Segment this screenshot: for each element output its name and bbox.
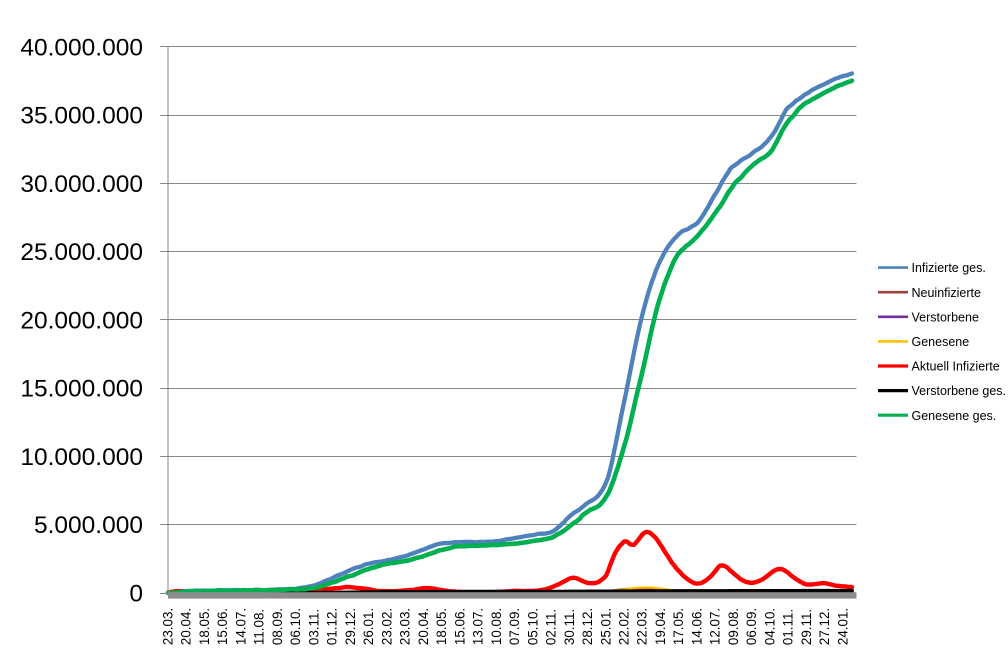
- svg-text:08.09.: 08.09.: [270, 608, 285, 645]
- svg-text:0: 0: [129, 581, 143, 608]
- svg-text:06.10.: 06.10.: [288, 608, 303, 645]
- svg-text:29.11.: 29.11.: [799, 609, 814, 645]
- svg-text:17.05.: 17.05.: [671, 608, 686, 645]
- svg-text:09.08.: 09.08.: [726, 608, 741, 645]
- svg-text:18.05.: 18.05.: [197, 608, 212, 645]
- svg-text:15.000.000: 15.000.000: [20, 376, 143, 403]
- svg-text:02.11.: 02.11.: [544, 609, 559, 645]
- svg-text:Infizierte ges.: Infizierte ges.: [912, 261, 986, 275]
- svg-text:20.04.: 20.04.: [416, 608, 431, 645]
- svg-text:24.01.: 24.01.: [835, 608, 850, 645]
- svg-text:06.09.: 06.09.: [744, 608, 759, 645]
- svg-text:05.10.: 05.10.: [525, 608, 540, 645]
- svg-text:23.03.: 23.03.: [398, 608, 413, 645]
- svg-text:27.12.: 27.12.: [817, 608, 832, 645]
- svg-text:03.11.: 03.11.: [306, 609, 321, 645]
- svg-text:35.000.000: 35.000.000: [20, 103, 143, 130]
- svg-text:25.000.000: 25.000.000: [20, 239, 143, 266]
- svg-text:Verstorbene: Verstorbene: [912, 310, 979, 324]
- svg-text:Verstorbene ges.: Verstorbene ges.: [912, 384, 1007, 398]
- svg-text:40.000.000: 40.000.000: [20, 34, 143, 61]
- svg-text:01.11.: 01.11.: [781, 609, 796, 645]
- svg-text:20.000.000: 20.000.000: [20, 307, 143, 334]
- svg-text:Genesene ges.: Genesene ges.: [912, 409, 997, 423]
- svg-text:12.07.: 12.07.: [708, 608, 723, 645]
- svg-text:29.12.: 29.12.: [343, 608, 358, 645]
- svg-text:19.04.: 19.04.: [653, 608, 668, 645]
- svg-text:26.01.: 26.01.: [361, 608, 376, 645]
- svg-text:20.04.: 20.04.: [179, 608, 194, 645]
- svg-text:15.06.: 15.06.: [215, 608, 230, 645]
- svg-text:15.06.: 15.06.: [452, 608, 467, 645]
- svg-text:23.02.: 23.02.: [379, 608, 394, 645]
- svg-text:18.05.: 18.05.: [434, 608, 449, 645]
- svg-text:11.08.: 11.08.: [252, 609, 267, 645]
- svg-text:13.07.: 13.07.: [471, 608, 486, 645]
- svg-text:10.000.000: 10.000.000: [20, 444, 143, 471]
- svg-text:23.03.: 23.03.: [161, 608, 176, 645]
- svg-text:04.10.: 04.10.: [762, 608, 777, 645]
- svg-text:Genesene: Genesene: [912, 335, 970, 349]
- svg-text:28.12.: 28.12.: [580, 608, 595, 645]
- svg-text:14.06.: 14.06.: [689, 608, 704, 645]
- svg-text:07.09.: 07.09.: [507, 608, 522, 645]
- svg-text:10.08.: 10.08.: [489, 608, 504, 645]
- svg-text:01.12.: 01.12.: [325, 608, 340, 645]
- svg-text:Aktuell Infizierte: Aktuell Infizierte: [912, 360, 1000, 374]
- svg-text:25.01.: 25.01.: [598, 608, 613, 645]
- svg-text:22.02.: 22.02.: [617, 608, 632, 645]
- svg-text:14.07.: 14.07.: [233, 608, 248, 645]
- svg-text:5.000.000: 5.000.000: [34, 512, 143, 539]
- svg-text:Neuinfizierte: Neuinfizierte: [912, 286, 982, 300]
- svg-text:30.11.: 30.11.: [562, 609, 577, 645]
- svg-text:30.000.000: 30.000.000: [20, 171, 143, 198]
- svg-text:22.03.: 22.03.: [635, 608, 650, 645]
